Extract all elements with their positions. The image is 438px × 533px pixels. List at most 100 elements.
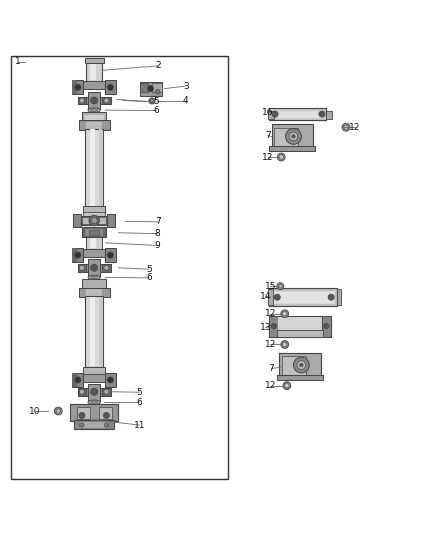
Ellipse shape bbox=[107, 84, 113, 91]
Bar bbox=[140, 83, 148, 92]
Ellipse shape bbox=[285, 383, 289, 388]
Bar bbox=[89, 230, 99, 235]
Bar bbox=[269, 316, 331, 336]
Bar bbox=[269, 147, 315, 151]
Ellipse shape bbox=[274, 294, 280, 300]
Ellipse shape bbox=[150, 99, 154, 103]
Bar bbox=[86, 289, 102, 296]
Bar bbox=[90, 297, 95, 366]
Text: 12: 12 bbox=[265, 309, 276, 318]
Bar bbox=[85, 59, 104, 63]
Ellipse shape bbox=[91, 388, 98, 395]
Bar bbox=[90, 130, 95, 206]
Bar bbox=[268, 111, 274, 119]
Bar bbox=[78, 388, 111, 395]
Bar bbox=[82, 279, 106, 287]
Text: 11: 11 bbox=[134, 421, 145, 430]
Bar bbox=[105, 80, 116, 94]
Ellipse shape bbox=[344, 125, 348, 130]
Bar bbox=[82, 112, 106, 121]
Bar bbox=[85, 229, 103, 236]
Bar bbox=[85, 115, 104, 120]
Ellipse shape bbox=[281, 310, 289, 318]
Bar bbox=[86, 61, 102, 83]
Bar bbox=[278, 317, 322, 330]
Ellipse shape bbox=[107, 377, 113, 383]
Text: 16: 16 bbox=[262, 108, 273, 117]
Bar bbox=[107, 214, 115, 227]
Ellipse shape bbox=[103, 413, 110, 418]
Bar bbox=[105, 248, 116, 262]
Bar bbox=[82, 217, 106, 224]
Bar bbox=[78, 96, 111, 104]
Text: 7: 7 bbox=[265, 131, 271, 140]
Ellipse shape bbox=[292, 135, 295, 138]
Text: 4: 4 bbox=[183, 96, 188, 106]
Ellipse shape bbox=[91, 97, 98, 104]
Bar bbox=[72, 373, 77, 387]
Bar bbox=[272, 124, 313, 148]
Bar bbox=[102, 96, 111, 104]
Bar bbox=[140, 82, 162, 96]
Text: 12: 12 bbox=[349, 123, 360, 132]
Bar bbox=[72, 80, 77, 94]
Bar bbox=[274, 112, 322, 118]
Ellipse shape bbox=[104, 265, 109, 270]
Bar bbox=[86, 237, 102, 249]
Bar bbox=[83, 374, 105, 382]
Bar bbox=[78, 388, 86, 395]
Ellipse shape bbox=[91, 109, 98, 111]
Bar bbox=[80, 422, 108, 427]
Ellipse shape bbox=[91, 264, 98, 271]
Ellipse shape bbox=[149, 98, 155, 104]
Bar bbox=[73, 214, 81, 227]
Text: 3: 3 bbox=[183, 82, 189, 91]
Ellipse shape bbox=[88, 400, 100, 405]
Ellipse shape bbox=[328, 294, 334, 300]
Bar bbox=[72, 373, 83, 387]
Ellipse shape bbox=[279, 285, 282, 288]
Ellipse shape bbox=[271, 324, 276, 329]
Bar bbox=[78, 96, 86, 104]
Bar bbox=[274, 128, 298, 146]
Ellipse shape bbox=[155, 90, 160, 94]
Bar bbox=[279, 353, 321, 377]
Bar bbox=[74, 420, 114, 430]
Bar bbox=[83, 367, 105, 374]
Ellipse shape bbox=[56, 409, 60, 413]
Ellipse shape bbox=[293, 357, 309, 373]
Bar bbox=[269, 108, 326, 120]
Bar bbox=[277, 375, 323, 379]
Ellipse shape bbox=[286, 128, 301, 144]
Ellipse shape bbox=[148, 86, 154, 92]
Ellipse shape bbox=[79, 389, 85, 394]
Ellipse shape bbox=[88, 108, 100, 112]
Bar bbox=[272, 110, 323, 118]
Text: 13: 13 bbox=[260, 324, 271, 332]
Bar bbox=[99, 297, 102, 366]
Bar bbox=[269, 114, 326, 120]
Bar bbox=[268, 289, 273, 305]
Text: 15: 15 bbox=[265, 282, 276, 290]
Ellipse shape bbox=[75, 252, 81, 258]
Bar bbox=[269, 316, 278, 336]
Text: 2: 2 bbox=[155, 61, 160, 70]
Bar bbox=[337, 289, 341, 305]
Ellipse shape bbox=[283, 382, 291, 390]
Bar bbox=[99, 130, 102, 206]
Ellipse shape bbox=[54, 407, 62, 415]
Bar bbox=[79, 287, 110, 297]
Ellipse shape bbox=[80, 423, 84, 427]
Ellipse shape bbox=[277, 153, 285, 161]
Bar bbox=[88, 92, 100, 109]
Text: 8: 8 bbox=[155, 229, 161, 238]
Text: 7: 7 bbox=[268, 364, 275, 373]
Ellipse shape bbox=[272, 111, 278, 117]
Bar bbox=[102, 264, 111, 272]
Bar bbox=[86, 122, 102, 128]
Bar bbox=[77, 216, 112, 225]
Bar bbox=[105, 373, 116, 387]
Text: 14: 14 bbox=[260, 292, 271, 301]
Bar bbox=[277, 330, 323, 336]
Ellipse shape bbox=[91, 217, 97, 223]
